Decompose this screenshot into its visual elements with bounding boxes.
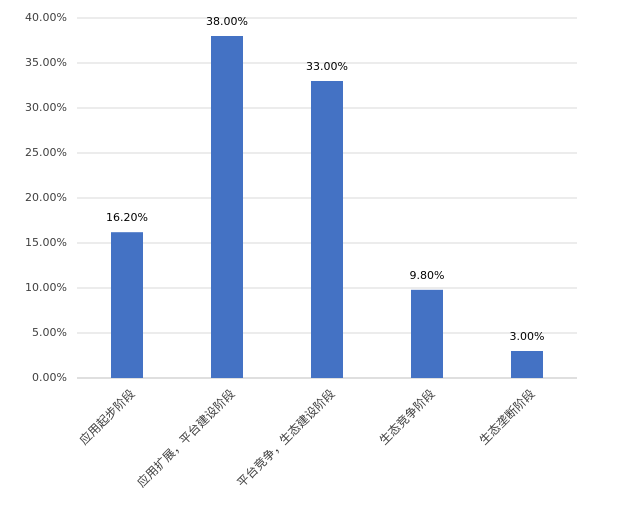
y-tick-label: 40.00% — [25, 11, 67, 24]
y-tick-label: 10.00% — [25, 281, 67, 294]
data-label: 3.00% — [510, 330, 545, 343]
bar — [211, 36, 243, 378]
data-label: 9.80% — [410, 269, 445, 282]
y-tick-label: 35.00% — [25, 56, 67, 69]
y-tick-label: 5.00% — [32, 326, 67, 339]
x-tick-label: 应用扩展，平台建设阶段 — [134, 386, 238, 490]
x-tick-label: 应用起步阶段 — [76, 386, 138, 448]
y-tick-label: 20.00% — [25, 191, 67, 204]
x-tick-label: 生态垄断阶段 — [476, 386, 538, 448]
bar — [111, 232, 143, 378]
data-label: 33.00% — [306, 60, 348, 73]
data-label: 16.20% — [106, 211, 148, 224]
y-tick-label: 0.00% — [32, 371, 67, 384]
bar — [511, 351, 543, 378]
y-tick-label: 15.00% — [25, 236, 67, 249]
x-tick-label: 平台竞争，生态建设阶段 — [234, 386, 338, 490]
data-label: 38.00% — [206, 15, 248, 28]
bar — [411, 289, 443, 378]
bar — [311, 81, 343, 378]
x-tick-label: 生态竞争阶段 — [376, 386, 438, 448]
y-tick-label: 30.00% — [25, 101, 67, 114]
y-tick-label: 25.00% — [25, 146, 67, 159]
